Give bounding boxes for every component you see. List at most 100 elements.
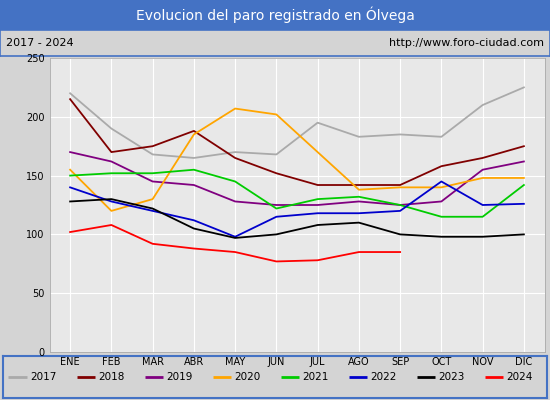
2023 [150,206,156,211]
2018 [67,97,74,102]
2021 [438,214,444,219]
2021 [273,206,279,211]
Line: 2017: 2017 [70,87,524,158]
2023 [232,236,239,240]
2022 [108,199,115,204]
2018 [355,183,362,188]
2021 [67,173,74,178]
2018 [520,144,527,148]
2021 [190,167,197,172]
2019 [397,202,404,207]
2020 [273,112,279,117]
2024 [355,250,362,254]
2023 [315,222,321,227]
2022 [438,179,444,184]
Line: 2018: 2018 [70,99,524,185]
2017 [150,152,156,157]
2023 [397,232,404,237]
2017 [190,156,197,160]
Text: 2017: 2017 [30,372,57,382]
2017 [479,103,486,108]
2021 [315,197,321,202]
2019 [438,199,444,204]
2017 [438,134,444,139]
2020 [438,185,444,190]
2021 [479,214,486,219]
2017 [108,126,115,131]
2024 [273,259,279,264]
2017 [273,152,279,157]
2023 [190,226,197,231]
2021 [520,183,527,188]
2021 [232,179,239,184]
2018 [273,171,279,176]
Text: 2024: 2024 [507,372,533,382]
2017 [355,134,362,139]
2023 [108,197,115,202]
2024 [108,222,115,227]
Line: 2020: 2020 [70,108,524,211]
2022 [315,211,321,216]
2020 [355,187,362,192]
2022 [273,214,279,219]
2019 [150,179,156,184]
2022 [150,208,156,213]
2019 [108,159,115,164]
2017 [520,85,527,90]
2018 [438,164,444,168]
2024 [190,246,197,251]
2020 [190,132,197,137]
2023 [67,199,74,204]
2023 [438,234,444,239]
Text: 2017 - 2024: 2017 - 2024 [6,38,73,48]
2023 [273,232,279,237]
2020 [315,150,321,154]
2022 [355,211,362,216]
2020 [232,106,239,111]
2018 [190,128,197,133]
2017 [315,120,321,125]
2017 [67,91,74,96]
2017 [397,132,404,137]
2022 [397,208,404,213]
Text: Evolucion del paro registrado en Ólvega: Evolucion del paro registrado en Ólvega [135,7,415,23]
2018 [150,144,156,148]
Text: 2023: 2023 [438,372,465,382]
2020 [67,167,74,172]
Text: 2019: 2019 [166,372,192,382]
2021 [397,202,404,207]
2019 [232,199,239,204]
2019 [520,159,527,164]
2018 [232,156,239,160]
2019 [355,199,362,204]
2024 [232,250,239,254]
Text: 2021: 2021 [302,372,329,382]
2018 [397,183,404,188]
2017 [232,150,239,154]
2018 [315,183,321,188]
2022 [479,202,486,207]
Line: 2023: 2023 [70,199,524,238]
2018 [479,156,486,160]
2018 [108,150,115,154]
Text: http://www.foro-ciudad.com: http://www.foro-ciudad.com [389,38,544,48]
Text: 2018: 2018 [98,372,125,382]
2020 [108,208,115,213]
2024 [397,250,404,254]
2022 [232,234,239,239]
2020 [150,197,156,202]
Line: 2022: 2022 [70,182,524,237]
2021 [355,194,362,199]
Line: 2021: 2021 [70,170,524,217]
2020 [520,176,527,180]
2024 [315,258,321,263]
Text: 2022: 2022 [371,372,397,382]
2019 [479,167,486,172]
2022 [190,218,197,223]
2022 [520,202,527,206]
2019 [273,202,279,207]
2020 [479,176,486,180]
Text: 2020: 2020 [234,372,261,382]
2023 [520,232,527,237]
2019 [190,183,197,188]
